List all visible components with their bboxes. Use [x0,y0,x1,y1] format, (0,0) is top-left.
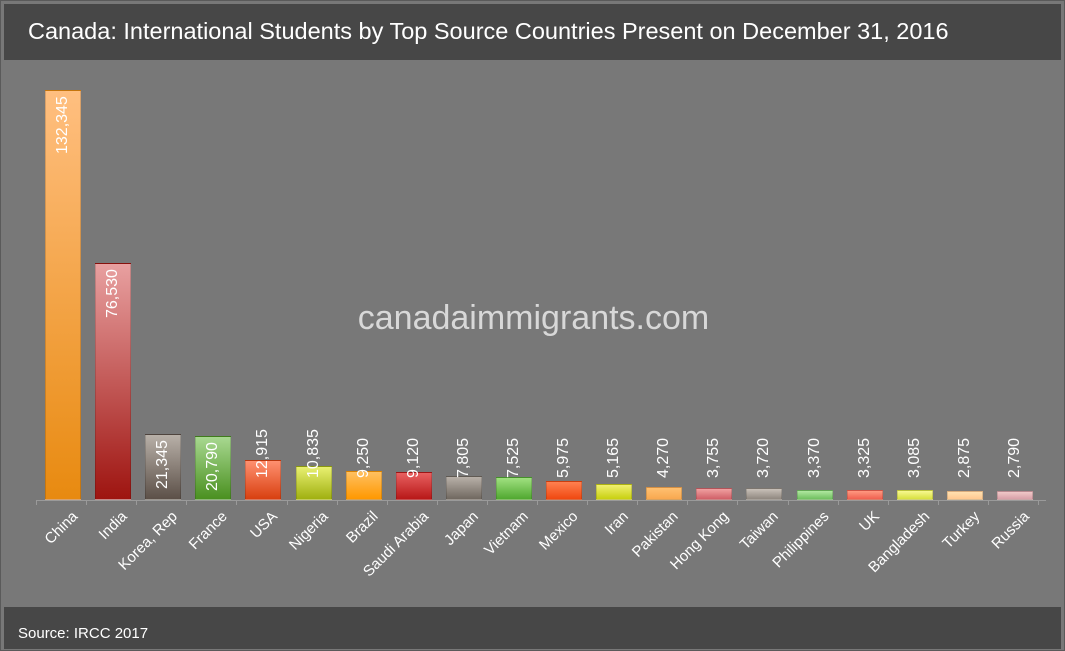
x-axis-tick [537,500,538,505]
x-axis-tick [286,500,288,505]
x-axis-tick [136,500,138,505]
value-label: 76,530 [104,268,122,318]
value-label: 9,250 [354,437,372,478]
value-label: 5,165 [605,437,623,478]
x-axis-tick [737,500,739,505]
x-axis-label: France [185,508,232,554]
x-axis-label: Japan [440,508,482,549]
bar-korea-rep [145,433,182,500]
value-label: 3,755 [705,437,723,478]
x-axis-line [36,500,1046,501]
bar-iran [596,483,633,500]
value-label: 4,270 [655,437,673,478]
x-axis-label: Iran [601,508,632,539]
value-label: 7,805 [454,437,472,478]
x-axis-tick [587,500,589,505]
x-axis-label: UK [855,508,883,535]
bar-hong-kong [696,488,733,500]
x-axis-tick [86,500,88,505]
x-axis-label: Vietnam [480,508,532,559]
value-label: 3,085 [905,437,923,478]
value-label: 7,525 [504,437,522,478]
bar-turkey [946,491,983,500]
x-axis-label: Taiwan [737,508,783,554]
value-label: 2,790 [1005,437,1023,478]
x-axis-label: India [95,508,131,544]
bar-china [45,90,81,500]
chart-title: Canada: International Students by Top So… [28,18,949,44]
bar-india [95,262,132,500]
x-axis-tick [987,500,989,505]
bar-mexico [546,481,582,500]
x-axis-label: Mexico [535,508,582,554]
x-axis-label: USA [247,508,282,542]
value-label: 2,875 [955,437,973,478]
x-axis-tick [637,500,639,505]
title-bar: Canada: International Students by Top So… [4,4,1061,60]
x-axis-tick [236,500,238,505]
bar-japan [445,475,482,500]
bar-usa [245,459,282,500]
bar-russia [996,491,1033,500]
x-axis-tick [837,500,839,505]
value-label: 21,345 [154,439,172,489]
x-axis-tick [186,500,188,505]
value-label: 9,120 [404,437,422,478]
x-axis-tick [787,500,789,505]
value-label: 3,325 [855,437,873,478]
bar-brazil [345,471,382,500]
x-axis-label: Turkey [939,508,984,553]
bar-uk [846,489,883,500]
x-axis-tick [1038,500,1039,505]
watermark: canadaimmigrants.com [357,299,710,337]
bar-philippines [796,489,833,500]
value-label: 3,720 [755,437,773,478]
value-label: 5,975 [555,437,572,478]
x-axis-tick [36,500,37,505]
x-axis-tick [336,500,338,505]
source-note: Source: IRCC 2017 [18,625,149,642]
x-axis-label: Brazil [342,508,382,547]
bar-bangladesh [896,490,933,500]
x-axis-tick [887,500,889,505]
value-label: 10,835 [304,429,322,478]
x-axis-label: Nigeria [285,508,332,554]
bar-vietnam [495,476,532,500]
x-axis-label: Russia [988,508,1033,553]
bar-france [195,435,232,500]
bar-saudi-arabia [395,471,432,500]
bar-nigeria [295,466,332,500]
x-axis-tick [386,500,388,505]
x-axis-tick [486,500,488,505]
value-label: 12,915 [254,429,272,478]
value-label: 3,370 [805,437,823,478]
bar-taiwan [746,488,783,500]
x-axis-tick [687,500,689,505]
value-label: 132,345 [54,96,71,154]
footer-bar: Source: IRCC 2017 [4,607,1061,649]
x-axis-label: China [41,508,82,548]
bar-pakistan [646,486,683,500]
x-axis-tick [937,500,939,505]
x-axis-tick [436,500,438,505]
value-label: 20,790 [204,441,222,491]
